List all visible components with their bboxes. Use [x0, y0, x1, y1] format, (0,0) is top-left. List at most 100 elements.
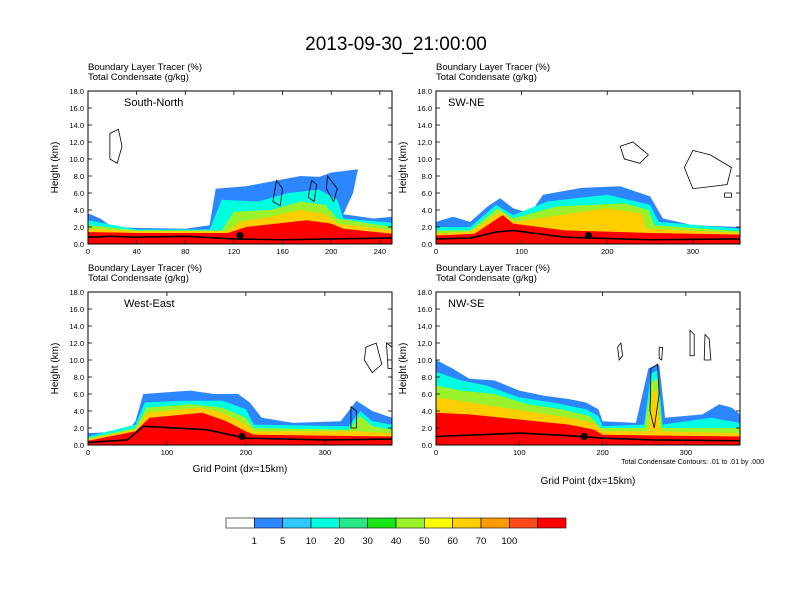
- y-tick-label: 16.0: [69, 104, 84, 113]
- tracer-layer-5: [436, 215, 740, 244]
- y-tick-label: 12.0: [69, 339, 84, 348]
- colorbar-label: 10: [306, 536, 317, 547]
- y-tick-label: 18.0: [417, 87, 432, 96]
- y-axis-label: Height (km): [398, 343, 409, 395]
- colorbar-label: 100: [501, 536, 517, 547]
- terrain-line: [88, 425, 392, 444]
- colorbar-swatch: [254, 517, 283, 529]
- x-axis-label: Grid Point (dx=15km): [541, 476, 636, 487]
- y-tick-label: 12.0: [417, 339, 432, 348]
- condensate-contour-3: [689, 329, 695, 357]
- colorbar-label: 5: [280, 536, 285, 547]
- colorbar-label: 1: [252, 536, 257, 547]
- x-tick-label: 300: [319, 448, 332, 457]
- y-tick-label: 2.0: [422, 424, 432, 433]
- y-tick-label: 18.0: [417, 288, 432, 297]
- x-tick-label: 120: [228, 247, 241, 256]
- y-tick-label: 16.0: [417, 104, 432, 113]
- y-tick-label: 8.0: [74, 373, 84, 382]
- colorbar-label: 30: [362, 536, 373, 547]
- panel-label: SW-NE: [448, 97, 484, 109]
- y-tick-label: 14.0: [69, 322, 84, 331]
- plot-frame: [435, 291, 741, 446]
- condensate-contour-1: [363, 342, 383, 374]
- plot-area: [436, 329, 740, 445]
- y-tick-label: 0.0: [74, 240, 84, 249]
- x-tick-label: 0: [434, 448, 438, 457]
- panels-group: 0.0 2.0 4.0 6.0 8.0 10.0 12.0 14.0 16.0 18.0 0 40 80…: [50, 62, 741, 487]
- y-tick-label: 10.0: [69, 356, 84, 365]
- y-tick-label: 0.0: [422, 240, 432, 249]
- y-tick-label: 16.0: [69, 305, 84, 314]
- y-tick-label: 0.0: [422, 441, 432, 450]
- x-tick-label: 80: [181, 247, 189, 256]
- colorbar-swatch: [367, 517, 397, 529]
- y-tick-label: 12.0: [417, 138, 432, 147]
- colorbar-swatch: [225, 517, 255, 529]
- colorbar-swatch: [480, 517, 510, 529]
- colorbar-label: 60: [447, 536, 458, 547]
- y-tick-label: 14.0: [69, 121, 84, 130]
- tracer-layer-5: [88, 412, 392, 445]
- location-marker: [238, 433, 246, 440]
- y-tick-label: 10.0: [69, 155, 84, 164]
- condensate-contour-2: [658, 346, 663, 361]
- y-tick-label: 6.0: [74, 189, 84, 198]
- x-tick-label: 100: [161, 448, 174, 457]
- y-tick-label: 4.0: [74, 407, 84, 416]
- location-marker: [236, 232, 244, 239]
- panel-title-line-2: Total Condensate (g/kg): [88, 273, 189, 284]
- y-tick-label: 8.0: [422, 373, 432, 382]
- condensate-contour-2: [386, 342, 392, 369]
- colorbar-label: 70: [476, 536, 487, 547]
- colorbar-swatch: [395, 517, 425, 529]
- x-tick-label: 200: [596, 448, 609, 457]
- y-tick-label: 18.0: [69, 87, 84, 96]
- condensate-contour-2: [683, 150, 732, 190]
- panel-label: NW-SE: [448, 298, 484, 310]
- tracer-layer-5: [436, 412, 740, 445]
- y-tick-label: 4.0: [422, 407, 432, 416]
- colorbar-label: 50: [419, 536, 430, 547]
- condensate-contour-2: [272, 179, 283, 207]
- x-tick-label: 200: [601, 247, 614, 256]
- colorbar: 1 5 10 20 30 40 50 60 70 100: [225, 517, 567, 547]
- colorbar-swatch: [282, 517, 312, 529]
- x-tick-label: 100: [515, 247, 528, 256]
- colorbar-swatch: [452, 517, 482, 529]
- colorbar-swatch: [424, 517, 453, 529]
- colorbar-swatch: [339, 517, 368, 529]
- condensate-contour-1: [617, 342, 623, 361]
- condensate-contour-4: [703, 333, 712, 361]
- plot-frame: [87, 291, 393, 446]
- y-tick-label: 16.0: [417, 305, 432, 314]
- x-tick-label: 300: [680, 448, 693, 457]
- y-tick-label: 10.0: [417, 155, 432, 164]
- colorbar-label: 40: [391, 536, 402, 547]
- panel-title-line-2: Total Condensate (g/kg): [436, 72, 537, 83]
- condensate-contour-4: [325, 174, 338, 203]
- x-axis-label: Grid Point (dx=15km): [193, 464, 288, 475]
- colorbar-swatch: [509, 517, 538, 529]
- colorbar-swatch: [310, 517, 340, 529]
- x-tick-label: 0: [434, 247, 438, 256]
- x-tick-label: 200: [240, 448, 253, 457]
- y-tick-label: 6.0: [422, 189, 432, 198]
- plot-area: [88, 342, 392, 445]
- y-tick-label: 2.0: [422, 223, 432, 232]
- plot-area: [88, 128, 392, 244]
- panel-3: 0.0 2.0 4.0 6.0 8.0 10.0 12.0 14.0 16.0 18.0 0 100 2…: [50, 263, 393, 475]
- condensate-contour-1: [619, 141, 649, 164]
- condensate-contour-3: [307, 179, 318, 203]
- condensate-contour-3: [350, 405, 357, 429]
- y-tick-label: 10.0: [417, 356, 432, 365]
- plot-frame: [435, 90, 741, 245]
- x-tick-label: 40: [132, 247, 140, 256]
- figure-title: 2013-09-30_21:00:00: [305, 34, 487, 55]
- panel-1: 0.0 2.0 4.0 6.0 8.0 10.0 12.0 14.0 16.0 18.0 0 40 80…: [50, 62, 393, 256]
- y-tick-label: 0.0: [74, 441, 84, 450]
- condensate-contour-1: [109, 128, 123, 164]
- y-tick-label: 4.0: [74, 206, 84, 215]
- colorbar-label: 20: [334, 536, 345, 547]
